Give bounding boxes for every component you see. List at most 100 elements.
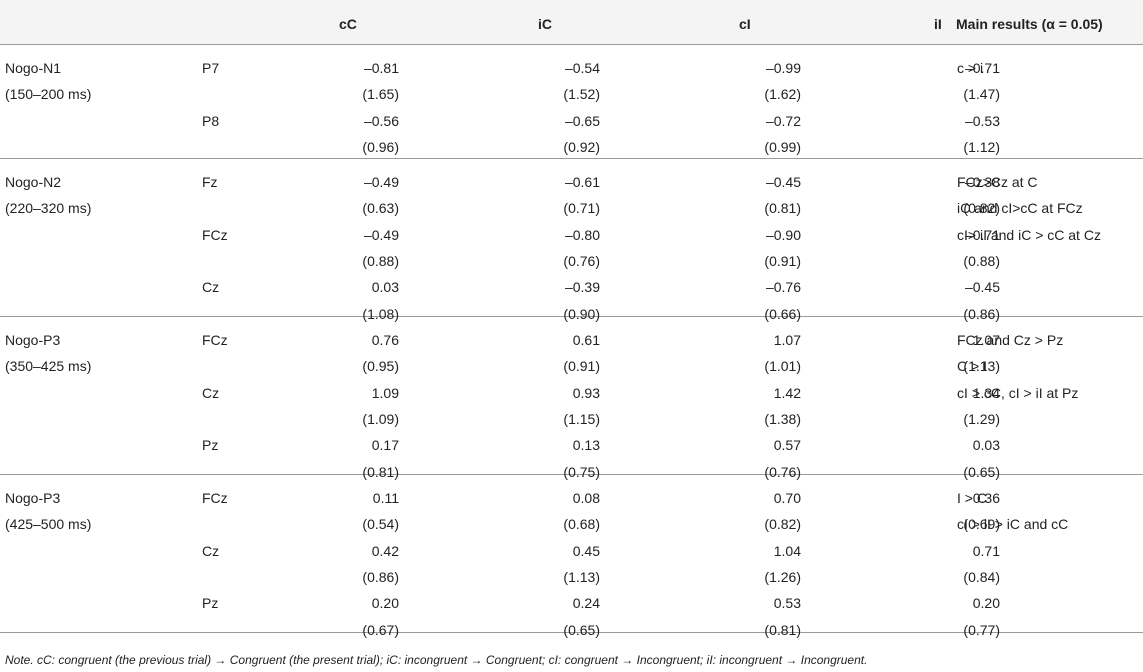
electrode-label: FCz — [202, 226, 228, 243]
component-name: Nogo-N2 — [5, 174, 62, 190]
table-note: Note. cC: congruent (the previous trial)… — [5, 653, 868, 667]
mean-value: –0.90 — [765, 226, 801, 243]
mean-value: –0.71 — [964, 60, 1000, 76]
sd-value: (0.67) — [362, 621, 399, 638]
sd-value: (1.38) — [764, 410, 801, 427]
main-result: FCz and Cz > Pz — [957, 332, 1064, 348]
sd-value: (1.52) — [563, 86, 600, 103]
sd-value: (0.76) — [563, 252, 600, 269]
sd-value: (0.91) — [563, 358, 600, 375]
mean-value: 0.20 — [972, 595, 1000, 612]
mean-value: –0.81 — [363, 60, 399, 76]
sd-value: (1.01) — [764, 358, 801, 375]
mean-value: 0.08 — [572, 490, 600, 506]
mean-value: 1.09 — [371, 384, 399, 401]
mean-value: –0.65 — [564, 112, 600, 129]
col-header-cC: cC — [339, 16, 357, 32]
time-window: (350–425 ms) — [5, 358, 92, 375]
main-result: C > I — [957, 358, 987, 375]
col-header-main-results: Main results (α = 0.05) — [956, 16, 1103, 32]
component-name: Nogo-P3 — [5, 332, 61, 348]
sd-value: (1.29) — [963, 410, 1000, 427]
main-result: cI > iI > iC and cC — [957, 516, 1069, 533]
electrode-label: Pz — [202, 595, 219, 612]
sd-value: (0.63) — [362, 200, 399, 217]
mean-value: –0.54 — [564, 60, 600, 76]
mean-value: 1.34 — [972, 384, 1000, 401]
mean-value: 0.57 — [773, 437, 801, 454]
sd-value: (0.88) — [362, 252, 399, 269]
electrode-label: P7 — [202, 60, 220, 76]
sd-value: (0.81) — [764, 621, 801, 638]
sd-value: (0.96) — [362, 138, 399, 155]
mean-value: –0.49 — [363, 174, 399, 190]
electrode-label: Pz — [202, 437, 219, 454]
sd-value: (1.12) — [963, 138, 1000, 155]
sd-value: (0.68) — [563, 516, 600, 533]
time-window: (220–320 ms) — [5, 200, 92, 217]
mean-value: –0.45 — [964, 279, 1000, 296]
mean-value: 0.53 — [773, 595, 801, 612]
mean-value: 0.61 — [572, 332, 600, 348]
mean-value: 0.13 — [572, 437, 600, 454]
mean-value: 0.17 — [371, 437, 399, 454]
mean-value: 1.04 — [773, 542, 801, 559]
main-result: cI > cC, cI > iI at Pz — [957, 384, 1079, 401]
mean-value: –0.49 — [363, 226, 399, 243]
row-divider — [0, 44, 1143, 45]
mean-value: 1.07 — [773, 332, 801, 348]
mean-value: 0.11 — [372, 490, 399, 506]
col-header-iC: iC — [538, 16, 552, 32]
sd-value: (0.82) — [963, 200, 1000, 217]
sd-value: (0.65) — [563, 621, 600, 638]
mean-value: 0.20 — [371, 595, 399, 612]
sd-value: (1.47) — [963, 86, 1000, 103]
sd-value: (1.09) — [362, 410, 399, 427]
sd-value: (0.54) — [362, 516, 399, 533]
sd-value: (1.13) — [963, 358, 1000, 375]
sd-value: (0.99) — [764, 138, 801, 155]
sd-value: (0.71) — [563, 200, 600, 217]
sd-value: (0.66) — [764, 305, 801, 322]
mean-value: 0.93 — [572, 384, 600, 401]
electrode-label: Cz — [202, 279, 220, 296]
electrode-label: Cz — [202, 542, 220, 559]
sd-value: (0.84) — [963, 568, 1000, 585]
mean-value: –0.72 — [765, 112, 801, 129]
sd-value: (0.76) — [764, 463, 801, 480]
mean-value: 0.24 — [572, 595, 600, 612]
main-result: iC and cI>cC at FCz — [957, 200, 1083, 217]
electrode-label: FCz — [202, 490, 228, 506]
mean-value: –0.53 — [964, 112, 1000, 129]
time-window: (150–200 ms) — [5, 86, 92, 103]
sd-value: (0.88) — [963, 252, 1000, 269]
sd-value: (0.91) — [764, 252, 801, 269]
sd-value: (1.62) — [764, 86, 801, 103]
sd-value: (0.69) — [963, 516, 1000, 533]
row-divider — [0, 158, 1143, 159]
row-divider — [0, 632, 1143, 633]
main-result: FCz>Cz at C — [957, 174, 1038, 190]
sd-value: (1.26) — [764, 568, 801, 585]
main-result: cI> iI and iC > cC at Cz — [957, 226, 1101, 243]
col-header-cI: cI — [739, 16, 751, 32]
mean-value: 1.42 — [773, 384, 801, 401]
sd-value: (0.86) — [362, 568, 399, 585]
mean-value: –0.99 — [765, 60, 801, 76]
sd-value: (0.77) — [963, 621, 1000, 638]
sd-value: (0.65) — [963, 463, 1000, 480]
sd-value: (0.81) — [764, 200, 801, 217]
mean-value: 0.03 — [972, 437, 1000, 454]
mean-value: 0.36 — [972, 490, 1000, 506]
sd-value: (0.92) — [563, 138, 600, 155]
electrode-label: P8 — [202, 112, 220, 129]
component-name: Nogo-P3 — [5, 490, 61, 506]
mean-value: 0.71 — [972, 542, 1000, 559]
electrode-label: Cz — [202, 384, 220, 401]
mean-value: –0.56 — [363, 112, 399, 129]
time-window: (425–500 ms) — [5, 516, 92, 533]
mean-value: –0.61 — [564, 174, 600, 190]
mean-value: 1.07 — [972, 332, 1000, 348]
main-result: I > C — [957, 490, 987, 506]
